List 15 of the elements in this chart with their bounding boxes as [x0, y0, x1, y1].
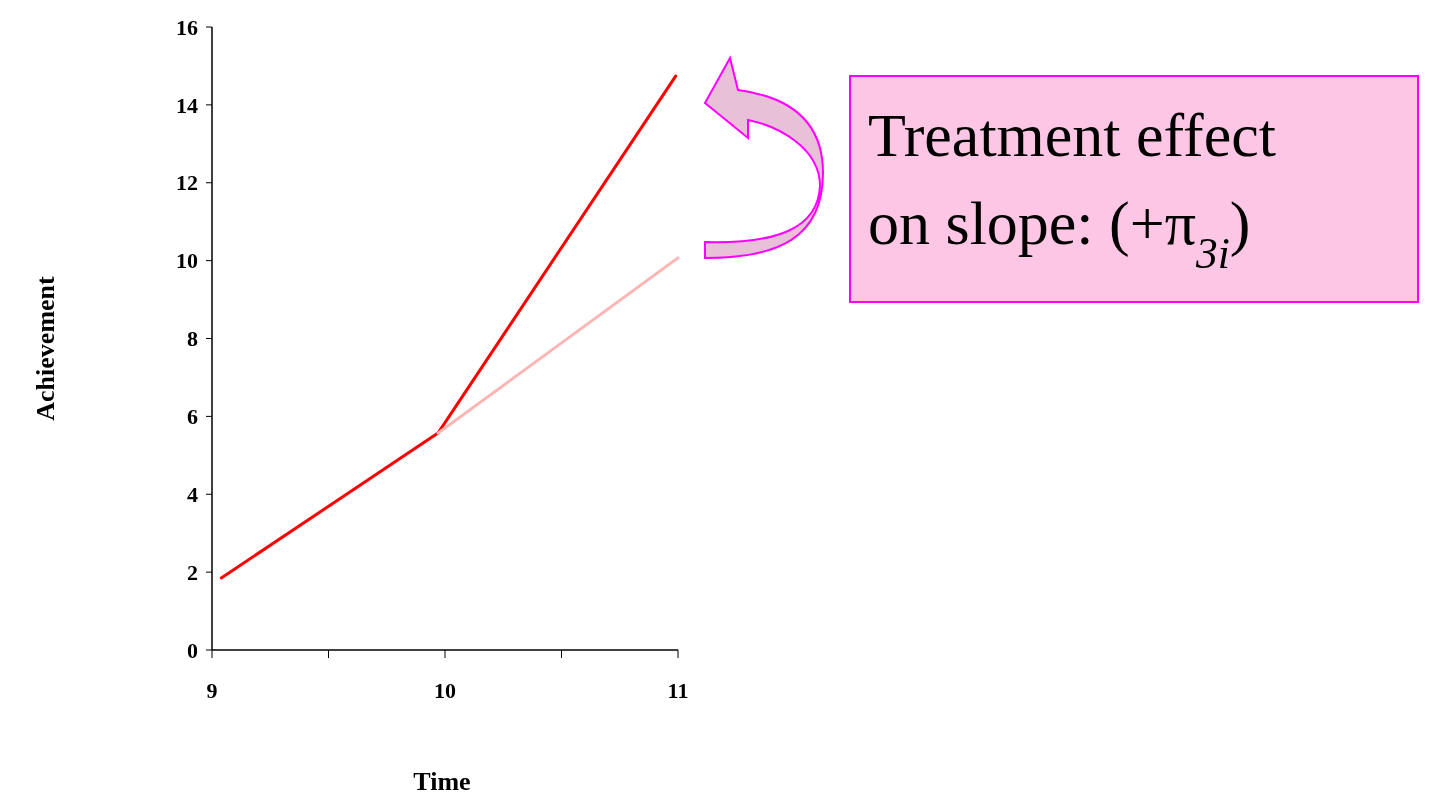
- x-axis-title: Time: [413, 767, 471, 796]
- y-tick-label: 4: [187, 481, 198, 507]
- y-axis-title: Achievement: [31, 275, 60, 421]
- y-tick-label: 10: [176, 248, 198, 274]
- y-tick-label: 14: [176, 92, 198, 118]
- y-tick-label: 8: [187, 326, 198, 352]
- y-tick-label: 6: [187, 404, 198, 430]
- text: Treatment effect on slope: (+π$_{3i}$): [868, 101, 1277, 277]
- y-tick-label: 2: [187, 559, 198, 585]
- y-tick-label: 12: [176, 170, 198, 196]
- x-tick-label: 11: [667, 678, 689, 703]
- x-tick-label: 10: [434, 678, 456, 703]
- y-tick-label: 0: [187, 637, 198, 663]
- x-tick-label: 9: [206, 678, 218, 703]
- y-tick-label: 16: [176, 14, 198, 40]
